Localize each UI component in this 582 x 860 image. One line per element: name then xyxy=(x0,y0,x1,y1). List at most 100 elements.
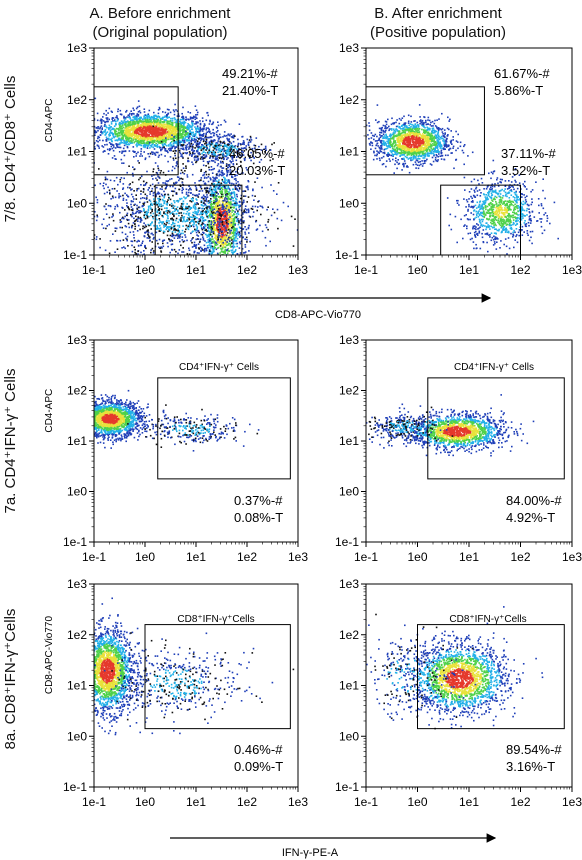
x-tick-label: 1e0 xyxy=(135,263,155,277)
gate-stat-label: 20.03%-T xyxy=(229,163,285,178)
y-tick-label: 1e0 xyxy=(339,196,359,210)
x-tick-label: 1e-1 xyxy=(82,263,106,277)
scatter-panels: 1e-11e-11e01e01e11e11e21e21e31e3CD4-APC4… xyxy=(40,41,582,809)
x-tick-label: 1e2 xyxy=(237,550,257,564)
y-tick-label: 1e2 xyxy=(67,93,87,107)
x-tick-label: 1e2 xyxy=(237,795,257,809)
gate-title: CD8⁺IFN-γ⁺Cells xyxy=(449,614,526,625)
gate-stat-label: 49.21%-# xyxy=(222,66,278,81)
panel-row1-colA: 1e-11e-1 1e0 1e0 1e1 1e1 1e2 1e2 1e3 1e3 CD4-APC 4… xyxy=(40,41,308,301)
events-row2-colB xyxy=(341,394,534,456)
gate-stat-label: 84.00%-# xyxy=(506,493,562,508)
gate-stat-label: 89.54%-# xyxy=(506,742,562,757)
y-tick-label: 1e1 xyxy=(67,679,87,693)
y-tick-label: 1e-1 xyxy=(335,248,359,262)
x-tick-label: 1e2 xyxy=(510,550,530,564)
gate-stat-label: 21.40%-T xyxy=(222,83,278,98)
x-tick-label: 1e1 xyxy=(459,550,479,564)
x-tick-label: 1e1 xyxy=(186,795,206,809)
gate-stat-label: 0.46%-# xyxy=(234,742,283,757)
x-tick-label: 1e3 xyxy=(288,263,308,277)
events-row1-colB xyxy=(351,104,559,261)
panel-row2-colA: 1e-11e-1 1e0 1e0 1e1 1e1 1e2 1e2 1e3 1e3 CD4-APC C… xyxy=(44,333,308,564)
gate-stat-label: 37.11%-# xyxy=(501,146,556,161)
y-tick-label: 1e1 xyxy=(67,434,87,448)
events-row2-colA xyxy=(62,390,259,452)
y-tick-label: 1e2 xyxy=(339,628,359,642)
y-tick-label: 1e-1 xyxy=(63,535,87,549)
x-tick-label: 1e-1 xyxy=(354,550,378,564)
y-tick-label: 1e2 xyxy=(339,384,359,398)
x-tick-label: 1e0 xyxy=(135,550,155,564)
x-tick-label: 1e3 xyxy=(562,550,582,564)
gate-title: CD8⁺IFN-γ⁺Cells xyxy=(177,614,254,625)
y-tick-label: 1e3 xyxy=(339,41,359,55)
y-tick-label: 1e3 xyxy=(67,41,87,55)
x-tick-label: 1e0 xyxy=(135,795,155,809)
gate-stat-label: 0.37%-# xyxy=(234,493,283,508)
y-tick-label: 1e2 xyxy=(67,628,87,642)
y-axis-label: CD8-APC-Vio770 xyxy=(44,616,55,695)
y-tick-label: 1e1 xyxy=(339,145,359,159)
x-tick-label: 1e3 xyxy=(288,550,308,564)
y-tick-label: 1e-1 xyxy=(335,535,359,549)
x-tick-label: 1e0 xyxy=(407,550,427,564)
x-tick-label: 1e-1 xyxy=(354,263,378,277)
y-tick-label: 1e-1 xyxy=(63,780,87,794)
x-tick-label: 1e-1 xyxy=(82,550,106,564)
gate-title: CD4⁺IFN-γ⁺ Cells xyxy=(454,362,534,373)
cluster-0 xyxy=(351,104,473,174)
panel-row1-colB: 1e-11e-1 1e0 1e0 1e1 1e1 1e2 1e2 1e3 1e3 61.67%-#… xyxy=(335,41,582,277)
x-tick-label: 1e2 xyxy=(510,795,530,809)
x-tick-label: 1e1 xyxy=(459,795,479,809)
x-tick-label: 1e1 xyxy=(186,550,206,564)
panel-row3-colA: 1e-11e-1 1e0 1e0 1e1 1e1 1e2 1e2 1e3 1e3 CD8-APC-… xyxy=(44,577,308,809)
gate-stat-label: 3.16%-T xyxy=(506,759,555,774)
x-tick-label: 1e-1 xyxy=(354,795,378,809)
y-axis-label: CD4-APC xyxy=(44,98,55,142)
gate-stat-label: 61.67%-# xyxy=(494,66,550,81)
y-tick-label: 1e0 xyxy=(67,196,87,210)
panel-row3-colB: 1e-11e-1 1e0 1e0 1e1 1e1 1e2 1e2 1e3 1e3 CD8⁺IFN-… xyxy=(322,577,582,809)
y-tick-label: 1e0 xyxy=(67,485,87,499)
gate-stat-label: 4.92%-T xyxy=(506,510,555,525)
x-tick-label: 1e1 xyxy=(459,263,479,277)
x-tick-label: 1e2 xyxy=(510,263,530,277)
y-tick-label: 1e3 xyxy=(339,577,359,591)
y-tick-label: 1e0 xyxy=(67,729,87,743)
gate-0 xyxy=(145,625,290,729)
y-axis-label: CD4-APC xyxy=(44,389,55,433)
gate-stat-label: 0.09%-T xyxy=(234,759,283,774)
cluster-1 xyxy=(112,404,259,451)
gate-stat-label: 0.08%-T xyxy=(234,510,283,525)
y-tick-label: 1e1 xyxy=(339,679,359,693)
y-tick-label: 1e-1 xyxy=(335,780,359,794)
cluster-0 xyxy=(69,598,163,736)
y-tick-label: 1e3 xyxy=(67,577,87,591)
y-tick-label: 1e0 xyxy=(339,729,359,743)
gate-title: CD4⁺IFN-γ⁺ Cells xyxy=(179,362,259,373)
y-tick-label: 1e2 xyxy=(67,384,87,398)
panel-row2-colB: 1e-11e-1 1e0 1e0 1e1 1e1 1e2 1e2 1e3 1e3 CD4⁺IFN-… xyxy=(335,333,582,564)
x-tick-label: 1e-1 xyxy=(82,795,106,809)
y-tick-label: 1e1 xyxy=(339,434,359,448)
gate-0 xyxy=(158,378,291,479)
shared-x-label-row3: IFN-γ-PE-A xyxy=(282,847,339,859)
shared-x-label-row1: CD8-APC-Vio770 xyxy=(275,309,361,321)
y-tick-label: 1e2 xyxy=(339,93,359,107)
x-tick-label: 1e3 xyxy=(288,795,308,809)
x-tick-label: 1e3 xyxy=(562,795,582,809)
x-tick-label: 1e0 xyxy=(407,795,427,809)
x-tick-label: 1e1 xyxy=(186,263,206,277)
x-tick-label: 1e2 xyxy=(237,263,257,277)
gate-stat-label: 3.52%-T xyxy=(501,163,550,178)
x-tick-label: 1e3 xyxy=(562,263,582,277)
y-tick-label: 1e3 xyxy=(339,333,359,347)
cluster-0 xyxy=(45,98,245,170)
gate-stat-label: 5.86%-T xyxy=(494,83,543,98)
y-tick-label: 1e1 xyxy=(67,145,87,159)
gate-stat-label: 46.05%-# xyxy=(229,146,285,161)
x-tick-label: 1e0 xyxy=(407,263,427,277)
y-tick-label: 1e-1 xyxy=(63,248,87,262)
